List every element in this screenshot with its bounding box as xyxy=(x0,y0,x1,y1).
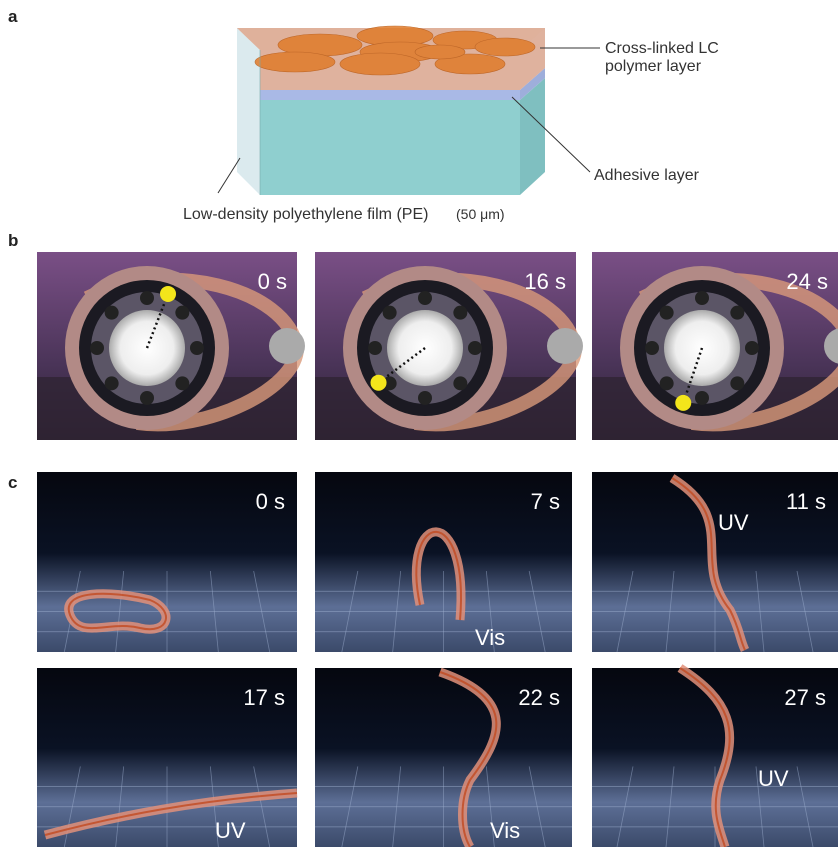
shaft xyxy=(547,328,583,364)
ball xyxy=(695,391,709,405)
callout: Cross-linked LC xyxy=(605,40,719,57)
ball xyxy=(383,306,397,320)
time-label: 0 s xyxy=(256,489,285,514)
photo: 24 s xyxy=(592,252,838,440)
ball xyxy=(175,306,189,320)
light-label: Vis xyxy=(490,818,520,843)
time-label: 27 s xyxy=(784,685,826,710)
time-label: 7 s xyxy=(531,489,560,514)
ball xyxy=(453,306,467,320)
ball xyxy=(105,306,119,320)
ball xyxy=(418,291,432,305)
light-label: UV xyxy=(718,510,749,535)
ball xyxy=(140,391,154,405)
panel-label: a xyxy=(8,7,18,26)
caption: Low-density polyethylene film (PE) xyxy=(183,206,428,223)
arrow-head xyxy=(371,375,387,391)
light-label: Vis xyxy=(475,625,505,650)
ball xyxy=(140,291,154,305)
time-label: 16 s xyxy=(524,269,566,294)
callout: Adhesive layer xyxy=(594,167,700,184)
ball xyxy=(190,341,204,355)
light-label: UV xyxy=(215,818,246,843)
time-label: 11 s xyxy=(786,489,826,514)
time-label: 0 s xyxy=(258,269,287,294)
photo: 16 s xyxy=(315,252,583,440)
arrow-head xyxy=(160,286,176,302)
ball xyxy=(695,291,709,305)
ball xyxy=(645,341,659,355)
photo: 27 s UV xyxy=(592,668,838,847)
ball xyxy=(368,341,382,355)
figure: a Cross-linked LC polymer layer Adhesive… xyxy=(0,0,838,847)
callout: polymer layer xyxy=(605,58,702,75)
shaft xyxy=(269,328,305,364)
callout-line xyxy=(218,158,240,193)
ball xyxy=(418,391,432,405)
photo: 22 s Vis xyxy=(315,668,572,847)
panel-label: b xyxy=(8,231,18,250)
photo: 0 s xyxy=(37,252,305,440)
photo: 0 s xyxy=(37,472,297,652)
time-label: 24 s xyxy=(786,269,828,294)
page: {"panel_a": {"label": "a", "lc_layer_lin… xyxy=(0,0,838,847)
photo: 17 s UV xyxy=(37,668,297,847)
ball xyxy=(730,306,744,320)
photo: 7 s Vis xyxy=(315,472,572,652)
ball xyxy=(660,376,674,390)
ball xyxy=(105,376,119,390)
caption: (50 μm) xyxy=(456,206,505,222)
time-label: 17 s xyxy=(243,685,285,710)
ball xyxy=(90,341,104,355)
time-label: 22 s xyxy=(518,685,560,710)
panel-label: c xyxy=(8,473,17,492)
ball xyxy=(468,341,482,355)
ball xyxy=(745,341,759,355)
ball xyxy=(660,306,674,320)
light-label: UV xyxy=(758,766,789,791)
layer-diagram xyxy=(237,26,545,195)
arrow-head xyxy=(675,395,691,411)
ball xyxy=(730,376,744,390)
photo: 11 s UV xyxy=(592,472,838,652)
ball xyxy=(453,376,467,390)
ball xyxy=(175,376,189,390)
